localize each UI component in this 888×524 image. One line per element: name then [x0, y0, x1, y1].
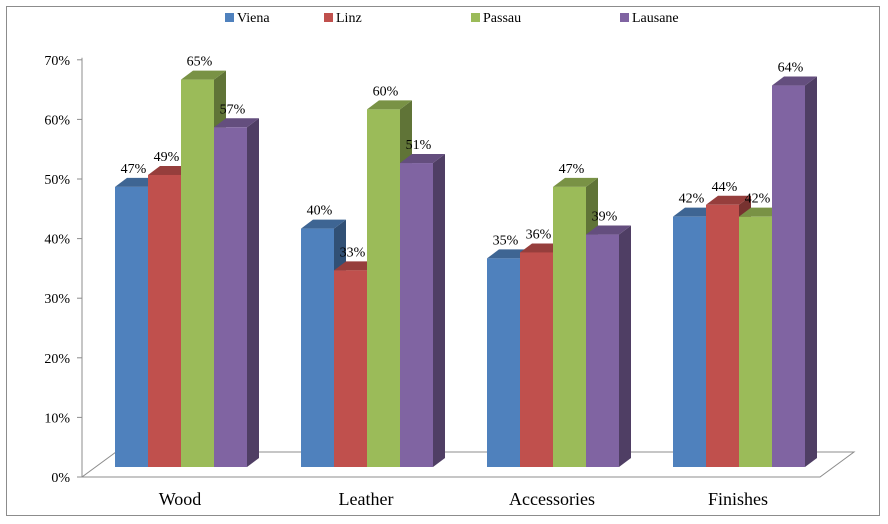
- bar-front: [214, 127, 247, 467]
- legend-swatch: [225, 13, 234, 22]
- legend-swatch: [324, 13, 333, 22]
- bar-side: [805, 76, 817, 467]
- floor-plane: [80, 451, 856, 478]
- legend-swatch: [620, 13, 629, 22]
- legend-item-lausane: Lausane: [620, 11, 679, 26]
- data-label: 36%: [526, 227, 552, 242]
- data-label: 57%: [220, 102, 246, 117]
- data-label: 64%: [778, 61, 804, 76]
- legend-item-viena: Viena: [225, 11, 270, 26]
- data-label: 35%: [493, 233, 519, 248]
- x-tick-label: Finishes: [708, 489, 768, 509]
- bar-top: [772, 76, 817, 86]
- bar-front: [772, 85, 805, 467]
- data-label: 47%: [559, 162, 585, 177]
- data-label: 40%: [307, 204, 333, 219]
- y-tick-label: 50%: [44, 173, 70, 188]
- bar-side: [619, 225, 631, 467]
- legend-item-passau: Passau: [471, 11, 521, 26]
- bar-lausane-accessories: [586, 225, 631, 467]
- bar-front: [553, 186, 586, 467]
- bar-front: [334, 270, 367, 467]
- legend-item-linz: Linz: [324, 11, 362, 26]
- x-axis-labels: Wood Leather Accessories Finishes: [159, 489, 768, 509]
- legend: Viena Linz Passau Lausane: [225, 11, 679, 26]
- data-label: 33%: [340, 245, 366, 260]
- bar-front: [706, 204, 739, 467]
- data-label: 42%: [745, 192, 771, 207]
- bar-lausane-leather: [400, 154, 445, 468]
- y-tick-label: 20%: [44, 352, 70, 367]
- bar-front: [115, 186, 148, 467]
- data-label: 44%: [712, 180, 738, 195]
- data-label: 51%: [406, 138, 432, 153]
- bar-front: [148, 174, 181, 467]
- bar-top: [553, 177, 598, 187]
- y-tick-label: 10%: [44, 411, 70, 426]
- bar-front: [487, 258, 520, 467]
- x-tick-label: Accessories: [509, 489, 595, 509]
- data-label: 60%: [373, 84, 399, 99]
- legend-label: Passau: [483, 11, 521, 26]
- legend-label: Viena: [237, 11, 270, 26]
- y-tick-label: 30%: [44, 292, 70, 307]
- bar-side: [433, 154, 445, 468]
- bar-front: [520, 252, 553, 467]
- bar-front: [181, 79, 214, 467]
- bar-top: [181, 70, 226, 80]
- data-labels-layer: 47% 49% 65% 57% 40% 33% 60% 51% 35% 36% 47% 39% 42% 4…: [121, 55, 804, 261]
- legend-label: Linz: [336, 11, 362, 26]
- bar-front: [586, 234, 619, 467]
- bar-lausane-wood: [214, 118, 259, 467]
- bar-top: [586, 225, 631, 235]
- data-label: 39%: [592, 210, 618, 225]
- x-tick-label: Leather: [339, 489, 394, 509]
- bar-front: [301, 228, 334, 467]
- x-tick-label: Wood: [159, 489, 202, 509]
- chart-floor: [80, 451, 856, 478]
- bar-top: [214, 118, 259, 128]
- bars-layer: [115, 70, 817, 468]
- bar-front: [367, 109, 400, 468]
- y-tick-label: 60%: [44, 113, 70, 128]
- legend-swatch: [471, 13, 480, 22]
- legend-label: Lausane: [632, 11, 679, 26]
- y-tick-label: 40%: [44, 233, 70, 248]
- bar-lausane-finishes: [772, 76, 817, 467]
- bar-front: [400, 163, 433, 468]
- y-tick-label: 0%: [51, 471, 70, 486]
- y-tick-label: 70%: [44, 54, 70, 69]
- bar-front: [739, 216, 772, 467]
- bar-top: [301, 219, 346, 229]
- y-axis: 0% 10% 20% 30% 40% 50% 60% 70%: [44, 54, 83, 486]
- bar-top: [706, 195, 751, 205]
- data-label: 49%: [154, 150, 180, 165]
- bar-side: [247, 118, 259, 467]
- bar-top: [367, 100, 412, 110]
- bar-front: [673, 216, 706, 467]
- data-label: 47%: [121, 162, 147, 177]
- data-label: 65%: [187, 55, 213, 70]
- data-label: 42%: [679, 192, 705, 207]
- bar-top: [400, 154, 445, 164]
